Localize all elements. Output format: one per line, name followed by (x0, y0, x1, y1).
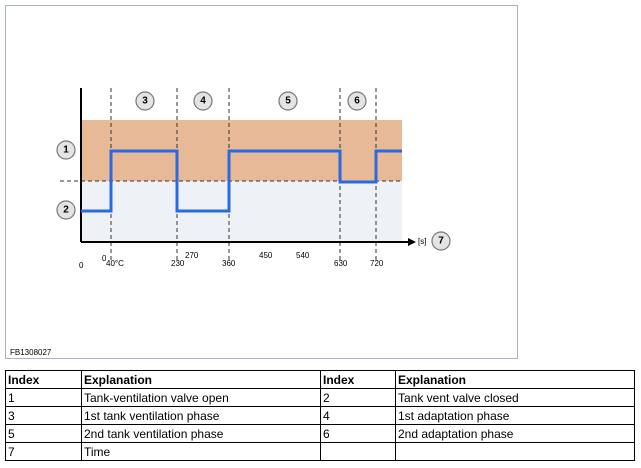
table-row: 1 Tank-ventilation valve open 2 Tank vent v… (5, 388, 635, 407)
tick-label: 0 (79, 261, 84, 270)
axis-arrow (408, 238, 416, 246)
tick-label: 720 (370, 259, 384, 268)
header-row: Index Explanation Index Explanation (5, 370, 635, 389)
callout-number: 2 (63, 205, 69, 216)
callout: 1 (56, 140, 76, 160)
callout-number: 6 (354, 96, 360, 107)
tick-label: 450 (259, 251, 273, 260)
callout: 7 (431, 231, 451, 251)
tick-label: 630 (334, 259, 348, 268)
header-cell: Index (320, 370, 396, 389)
callout: 3 (135, 91, 155, 111)
closed-band (81, 181, 402, 242)
tick-label: 360 (222, 259, 236, 268)
axis-unit: [s] (418, 237, 426, 246)
callout: 4 (193, 91, 213, 111)
callout-number: 3 (142, 96, 148, 107)
header-cell: Explanation (395, 370, 635, 389)
table-cell: 2nd tank ventilation phase (81, 424, 321, 443)
callout-number: 4 (200, 96, 206, 107)
header-cell: Index (5, 370, 82, 389)
tick-label: 540 (296, 251, 310, 260)
table-cell: 3 (5, 406, 82, 425)
table-row: 7 Time (5, 442, 635, 461)
table-body: 1 Tank-ventilation valve open 2 Tank vent v… (5, 388, 635, 461)
callout: 5 (278, 91, 298, 111)
legend-table: Index Explanation Index Explanation 1 Tank-v… (5, 370, 635, 461)
ticks: 0 0 40°C 230 270 360 450 540 630 720 (79, 251, 384, 270)
callout-number: 5 (285, 96, 291, 107)
tick-label: 0 (102, 254, 107, 263)
tick-label: 270 (185, 251, 199, 260)
table-cell: 2nd adaptation phase (395, 424, 635, 443)
callout-number: 1 (63, 145, 69, 156)
table-cell: 2 (320, 388, 396, 407)
valve-signal (81, 149, 402, 213)
callout: 6 (347, 91, 367, 111)
table-cell: Time (81, 442, 321, 461)
table-cell (320, 442, 396, 461)
table-row: 5 2nd tank ventilation phase 6 2nd adaptati… (5, 424, 635, 443)
table-cell: 6 (320, 424, 396, 443)
callout: 2 (56, 200, 76, 220)
table-cell: Tank-ventilation valve open (81, 388, 321, 407)
tick-label: 230 (171, 259, 185, 268)
table-cell: Tank vent valve closed (395, 388, 635, 407)
header-cell: Explanation (81, 370, 321, 389)
table-cell: 1st adaptation phase (395, 406, 635, 425)
table-cell (395, 442, 635, 461)
table-row: 3 1st tank ventilation phase 4 1st adaptati… (5, 406, 635, 425)
table-cell: 1st tank ventilation phase (81, 406, 321, 425)
figure: [s] 0 0 40°C 230 270 360 450 540 630 720… (5, 5, 518, 359)
table-cell: 1 (5, 388, 82, 407)
table-cell: 7 (5, 442, 82, 461)
figure-code: FB1308027 (10, 348, 52, 357)
table-cell: 5 (5, 424, 82, 443)
tick-label: 40°C (106, 259, 124, 268)
callout-number: 7 (438, 236, 444, 247)
table-cell: 4 (320, 406, 396, 425)
